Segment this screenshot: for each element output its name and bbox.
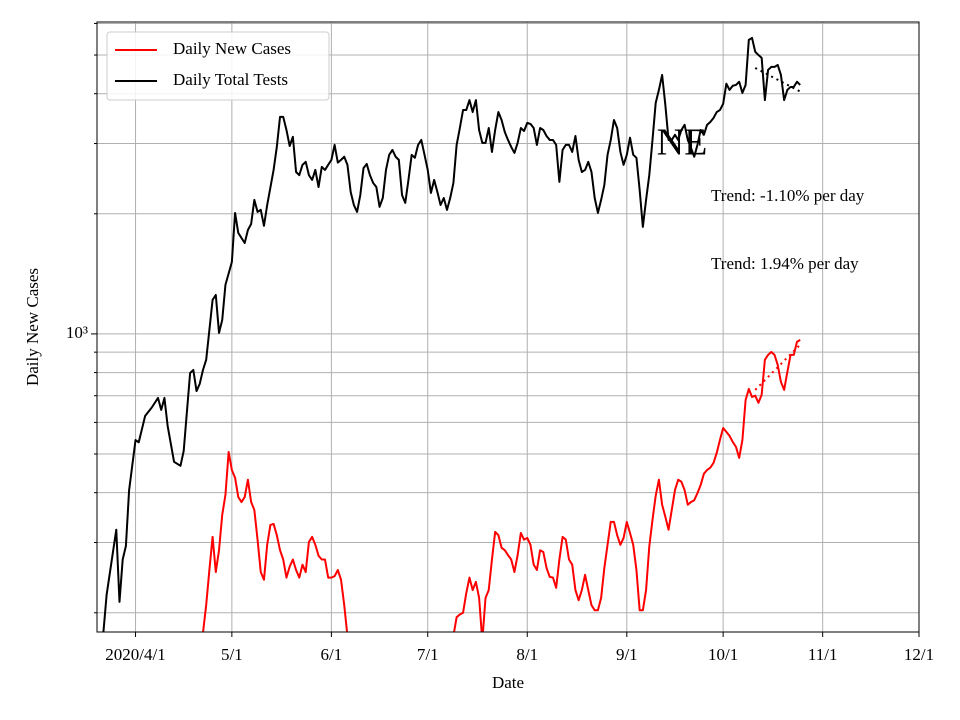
x-tick-label: 5/1	[221, 645, 243, 664]
trend-line	[754, 67, 801, 93]
series-line	[102, 36, 801, 632]
x-axis-label: Date	[492, 673, 524, 692]
x-tick-label: 10/1	[708, 645, 738, 664]
annotation: NE	[657, 122, 708, 164]
legend-label: Daily Total Tests	[173, 70, 288, 89]
x-tick-label: 12/1	[904, 645, 934, 664]
x-tick-label: 7/1	[417, 645, 439, 664]
axes-frame	[96, 21, 920, 633]
x-tick-label: 11/1	[808, 645, 838, 664]
trend-label: Trend: -1.10% per day	[711, 186, 865, 205]
y-tick-label: 10³	[66, 323, 88, 342]
axes: 2020/4/1 5/1 6/1 7/1 8/1 9/1 10/1 11/1 12/1 10³	[66, 22, 934, 664]
plot-area	[102, 36, 801, 632]
legend: Daily New Cases Daily Total Tests	[106, 31, 330, 101]
x-tick-label: 9/1	[616, 645, 638, 664]
trend-label: Trend: 1.94% per day	[711, 254, 859, 273]
legend-box	[106, 31, 330, 101]
y-axis-label: Daily New Cases	[23, 268, 42, 386]
x-tick-label: 2020/4/1	[105, 645, 165, 664]
x-tick-label: 8/1	[516, 645, 538, 664]
trend-line	[754, 343, 801, 391]
x-tick-label: 6/1	[321, 645, 343, 664]
legend-label: Daily New Cases	[173, 39, 291, 58]
series-line	[202, 339, 801, 632]
